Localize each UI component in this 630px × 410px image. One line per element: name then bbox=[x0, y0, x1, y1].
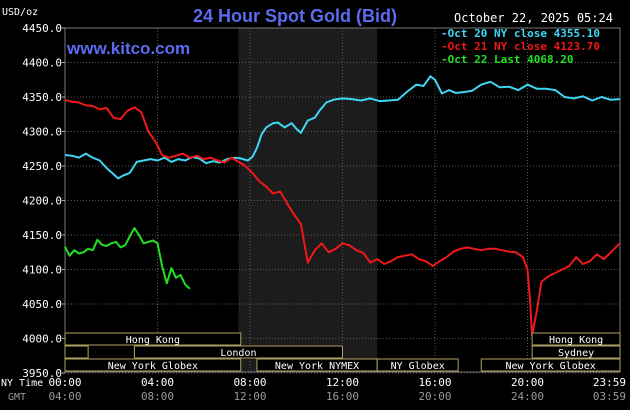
session-box bbox=[64, 332, 242, 346]
x-tick-ny: 12:00 bbox=[326, 376, 359, 389]
y-axis-ticks: 4450.0 4400.0 4350.0 4300.0 4250.0 4200.0 4150… bbox=[22, 22, 65, 380]
y-tick-label: 3950.0 bbox=[22, 367, 62, 380]
x-tick-ny: 04:00 bbox=[141, 376, 174, 389]
session-label: Sydney bbox=[558, 348, 594, 359]
session-label: Hong Kong bbox=[549, 335, 603, 346]
y-tick-label: 4350.0 bbox=[22, 91, 62, 104]
y-tick-label: 4000.0 bbox=[22, 333, 62, 346]
x-tick-gmt: 04:00 bbox=[48, 390, 81, 403]
nymex-highlight bbox=[238, 28, 378, 372]
legend-entry: -Oct 21 NY close 4123.70 bbox=[441, 40, 600, 53]
y-tick-label: 4100.0 bbox=[22, 264, 62, 277]
series-oct20-line bbox=[64, 75, 620, 180]
series-oct21-line bbox=[64, 98, 621, 337]
session-label: Hong Kong bbox=[126, 335, 180, 346]
session-label: New York Globex bbox=[505, 361, 595, 372]
session-label: New York Globex bbox=[108, 361, 198, 372]
highlight-band bbox=[238, 28, 378, 372]
x-tick-ny: 00:00 bbox=[48, 376, 81, 389]
ny-time-label: NY Time bbox=[1, 378, 43, 389]
x-tick-ny: 16:00 bbox=[418, 376, 451, 389]
session-box bbox=[133, 345, 343, 359]
session-box bbox=[64, 345, 89, 359]
y-tick-label: 4050.0 bbox=[22, 298, 62, 311]
y-tick-label: 4150.0 bbox=[22, 229, 62, 242]
x-tick-ny: 08:00 bbox=[233, 376, 266, 389]
x-tick-gmt: 08:00 bbox=[141, 390, 174, 403]
x-tick-gmt: 12:00 bbox=[233, 390, 266, 403]
x-tick-ny: 20:00 bbox=[511, 376, 544, 389]
series-lines bbox=[64, 75, 621, 337]
y-tick-label: 4300.0 bbox=[22, 126, 62, 139]
session-box bbox=[480, 358, 621, 372]
chart-title: 24 Hour Spot Gold (Bid) bbox=[193, 6, 397, 26]
legend: -Oct 20 NY close 4355.10-Oct 21 NY close… bbox=[441, 27, 600, 66]
session-box bbox=[531, 345, 621, 359]
unit-label: USD/oz bbox=[2, 7, 38, 18]
y-tick-label: 4450.0 bbox=[22, 22, 62, 35]
session-label: London bbox=[220, 348, 256, 359]
x-axis-ticks: 00:0004:0004:0008:0008:0012:0012:0016:00… bbox=[48, 376, 626, 403]
y-tick-label: 4250.0 bbox=[22, 160, 62, 173]
x-tick-gmt: 24:00 bbox=[511, 390, 544, 403]
series-oct22-line bbox=[64, 227, 191, 290]
market-sessions: Hong Kong Hong Kong London Sydney New York G… bbox=[64, 332, 621, 372]
gmt-label: GMT bbox=[8, 392, 26, 403]
session-box bbox=[531, 332, 621, 346]
legend-entry: -Oct 22 Last 4068.20 bbox=[441, 53, 573, 66]
session-label: New York NYMEX bbox=[275, 361, 359, 372]
chart-date: October 22, 2025 05:24 bbox=[454, 11, 613, 25]
y-tick-label: 4200.0 bbox=[22, 195, 62, 208]
x-tick-gmt: 16:00 bbox=[326, 390, 359, 403]
y-tick-label: 4400.0 bbox=[22, 57, 62, 70]
x-tick-ny: 23:59 bbox=[593, 376, 626, 389]
session-label: NY Globex bbox=[391, 361, 445, 372]
session-box bbox=[64, 358, 242, 372]
x-tick-gmt: 03:59 bbox=[593, 390, 626, 403]
x-tick-gmt: 20:00 bbox=[418, 390, 451, 403]
legend-entry: -Oct 20 NY close 4355.10 bbox=[441, 27, 600, 40]
session-box bbox=[376, 358, 459, 372]
site-url: www.kitco.com bbox=[66, 39, 190, 58]
